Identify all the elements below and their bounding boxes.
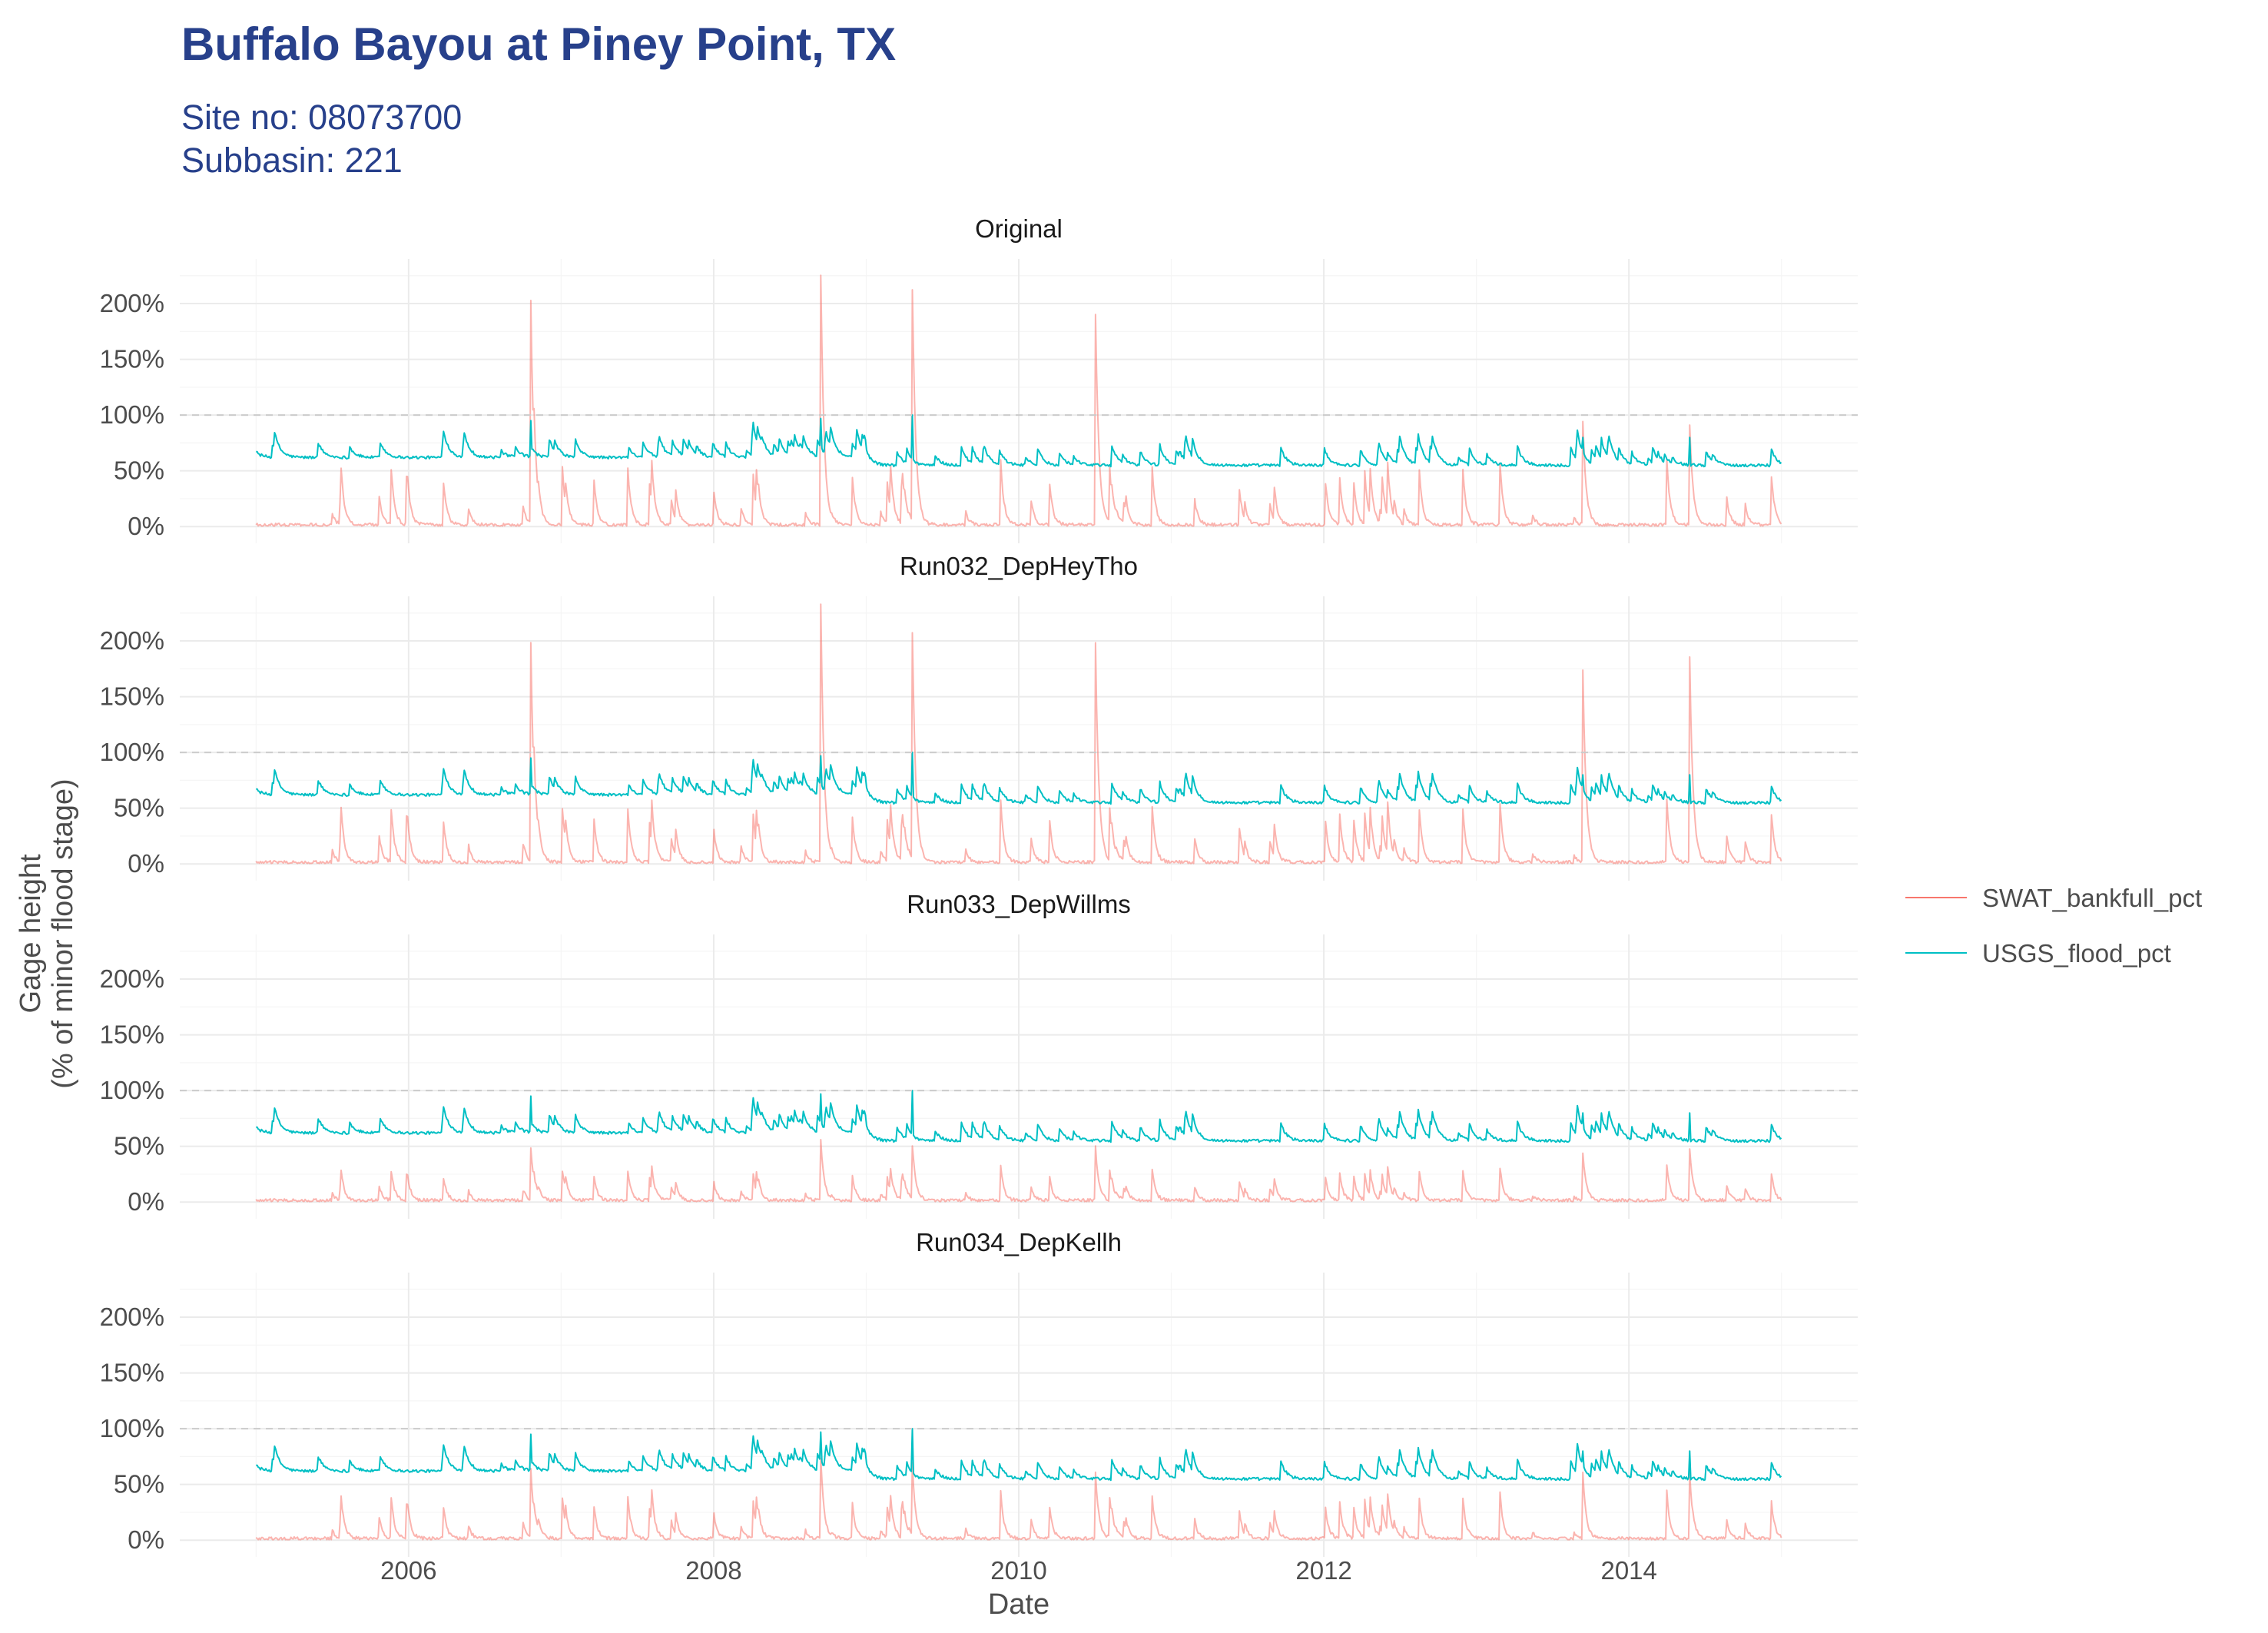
x-tick-label: 2008 xyxy=(685,1556,741,1585)
chart-subtitle-subbasin: Subbasin: 221 xyxy=(181,141,403,180)
y-tick-label: 50% xyxy=(114,1132,164,1160)
y-tick-label: 50% xyxy=(114,1470,164,1499)
chart-subtitle-site: Site no: 08073700 xyxy=(181,98,462,137)
y-tick-label: 150% xyxy=(100,682,164,711)
y-tick-label: 100% xyxy=(100,738,164,766)
legend-label-swat: SWAT_bankfull_pct xyxy=(1982,884,2202,912)
y-tick-label: 50% xyxy=(114,456,164,485)
series-line-swat-bankfull-pct xyxy=(255,1139,1782,1203)
y-tick-label: 0% xyxy=(128,849,164,878)
y-tick-label: 100% xyxy=(100,1076,164,1104)
y-tick-label: 200% xyxy=(100,289,164,317)
y-axis-title-line1: Gage height xyxy=(15,854,47,1013)
y-tick-label: 150% xyxy=(100,1021,164,1049)
y-axis-title: Gage height (% of minor flood stage) xyxy=(15,778,79,1088)
y-axis-title-line2: (% of minor flood stage) xyxy=(47,778,79,1088)
x-tick-label: 2006 xyxy=(380,1556,436,1585)
series-line-swat-bankfull-pct xyxy=(255,1457,1782,1541)
y-tick-label: 150% xyxy=(100,345,164,373)
y-tick-label: 100% xyxy=(100,400,164,429)
series-line-usgs-flood-pct xyxy=(256,414,1782,468)
facet-panel-1: Original 0% 50% 100% 150% 200% xyxy=(100,214,1858,543)
legend-label-usgs: USGS_flood_pct xyxy=(1982,939,2171,968)
facet-panel-3: Run033_DepWillms 0% 50% 100% 150% 200% xyxy=(100,890,1858,1219)
x-tick-label: 2014 xyxy=(1600,1556,1656,1585)
series-line-usgs-flood-pct xyxy=(256,1090,1782,1143)
y-tick-label: 200% xyxy=(100,1303,164,1331)
x-tick-label: 2012 xyxy=(1295,1556,1351,1585)
x-tick-label: 2010 xyxy=(990,1556,1046,1585)
facet-panels: Original0%50%100%150%200%Run032_DepHeyTh… xyxy=(100,214,1858,1557)
y-tick-label: 50% xyxy=(114,794,164,822)
series-line-usgs-flood-pct xyxy=(256,1428,1782,1482)
y-tick-label: 0% xyxy=(128,1525,164,1554)
facet-panel-2: Run032_DepHeyTho 0% 50% 100% 150% 200% xyxy=(100,552,1858,881)
series-line-usgs-flood-pct xyxy=(256,752,1782,805)
y-tick-label: 0% xyxy=(128,1187,164,1216)
facet-strip-label: Run034_DepKellh xyxy=(916,1228,1122,1256)
x-axis: 2006 2008 2010 2012 2014 xyxy=(380,1556,1657,1585)
facet-strip-label: Run032_DepHeyTho xyxy=(900,552,1138,580)
series-line-swat-bankfull-pct xyxy=(255,603,1782,865)
y-tick-label: 150% xyxy=(100,1359,164,1387)
facet-panel-4: Run034_DepKellh 0% 50% 100% 150% 200% xyxy=(100,1228,1858,1557)
legend: SWAT_bankfull_pct USGS_flood_pct xyxy=(1905,884,2202,968)
facet-strip-label: Run033_DepWillms xyxy=(907,890,1131,918)
y-tick-label: 0% xyxy=(128,512,164,540)
chart-title: Buffalo Bayou at Piney Point, TX xyxy=(181,18,896,70)
y-tick-label: 200% xyxy=(100,626,164,655)
y-tick-label: 100% xyxy=(100,1414,164,1442)
series-line-swat-bankfull-pct xyxy=(255,274,1782,527)
y-tick-label: 200% xyxy=(100,964,164,993)
facet-strip-label: Original xyxy=(975,214,1063,243)
x-axis-title: Date xyxy=(988,1588,1049,1621)
